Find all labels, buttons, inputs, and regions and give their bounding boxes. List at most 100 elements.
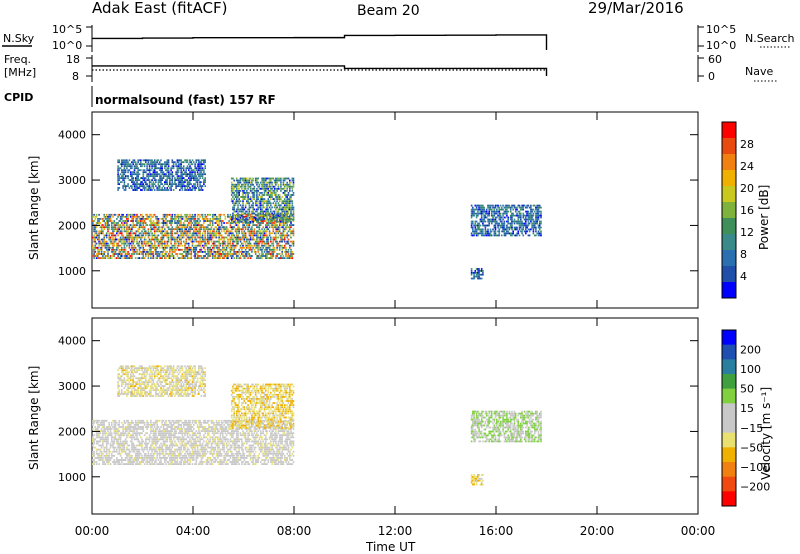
range-time-cell — [191, 248, 194, 251]
range-time-cell — [99, 253, 102, 255]
range-time-cell — [179, 248, 181, 251]
range-time-cell — [190, 248, 193, 251]
range-time-cell — [536, 210, 538, 213]
range-time-cell — [268, 214, 271, 217]
range-time-cell — [128, 236, 131, 239]
range-time-cell — [237, 236, 239, 239]
range-time-cell — [198, 242, 200, 245]
range-time-cell — [253, 185, 256, 188]
range-time-cell — [119, 257, 122, 259]
range-time-cell — [516, 208, 518, 211]
range-time-cell — [191, 222, 194, 224]
range-time-cell — [186, 179, 189, 181]
range-time-cell — [280, 238, 282, 241]
range-time-cell — [103, 215, 105, 218]
range-time-cell — [521, 232, 523, 235]
range-time-cell — [200, 181, 203, 183]
range-time-cell — [136, 163, 138, 166]
range-time-cell — [93, 438, 95, 441]
range-time-cell — [493, 210, 496, 213]
range-time-cell — [530, 210, 532, 213]
range-time-cell — [232, 190, 234, 192]
range-time-cell — [267, 220, 270, 223]
range-time-cell — [265, 253, 267, 255]
range-time-cell — [289, 246, 291, 249]
range-time-cell — [498, 208, 501, 211]
range-time-cell — [98, 218, 100, 220]
range-time-cell — [195, 244, 198, 247]
range-time-cell — [484, 224, 487, 227]
range-time-cell — [277, 230, 280, 233]
range-time-cell — [277, 216, 280, 219]
power-ylabel: Slant Range [km] — [27, 156, 41, 260]
range-time-cell — [290, 253, 292, 255]
range-time-cell — [518, 206, 521, 209]
range-time-cell — [275, 255, 277, 257]
range-time-cell — [131, 253, 133, 255]
range-time-cell — [509, 222, 512, 225]
range-time-cell — [110, 248, 113, 251]
range-time-cell — [122, 442, 124, 445]
range-time-cell — [161, 169, 163, 172]
range-time-cell — [272, 215, 275, 218]
range-time-cell — [182, 161, 185, 164]
range-time-cell — [246, 240, 248, 243]
range-time-cell — [119, 240, 122, 243]
range-time-cell — [232, 255, 234, 257]
range-time-cell — [261, 242, 263, 245]
range-time-cell — [176, 171, 179, 174]
range-time-cell — [281, 202, 283, 205]
range-time-cell — [523, 224, 526, 227]
range-time-cell — [280, 220, 282, 223]
range-time-cell — [237, 179, 239, 182]
range-time-cell — [289, 181, 291, 184]
range-time-cell — [238, 214, 240, 217]
range-time-cell — [208, 213, 210, 216]
range-time-cell — [124, 215, 127, 218]
range-time-cell — [123, 434, 126, 437]
range-time-cell — [121, 238, 123, 241]
range-time-cell — [484, 226, 487, 229]
range-time-cell — [522, 228, 525, 231]
range-time-cell — [188, 181, 190, 183]
range-time-cell — [123, 244, 126, 247]
range-time-cell — [242, 213, 244, 216]
range-time-cell — [114, 446, 117, 449]
range-time-cell — [137, 419, 139, 422]
range-time-cell — [230, 181, 233, 184]
range-time-cell — [242, 216, 244, 219]
range-time-cell — [147, 187, 150, 189]
range-time-cell — [134, 426, 137, 428]
range-time-cell — [513, 220, 516, 223]
range-time-cell — [132, 246, 134, 249]
range-time-cell — [286, 190, 288, 192]
range-time-cell — [124, 442, 127, 445]
range-time-cell — [490, 220, 493, 223]
range-time-cell — [194, 236, 196, 239]
range-time-cell — [99, 459, 102, 461]
range-time-cell — [518, 222, 521, 225]
range-time-cell — [119, 236, 122, 239]
range-time-cell — [123, 167, 126, 170]
range-time-cell — [126, 426, 128, 428]
range-time-cell — [181, 255, 184, 257]
range-time-cell — [263, 183, 266, 186]
range-time-cell — [504, 228, 507, 231]
range-time-cell — [98, 424, 100, 426]
range-time-cell — [187, 248, 190, 251]
range-time-cell — [128, 457, 131, 459]
range-time-cell — [104, 218, 107, 220]
range-time-cell — [252, 232, 254, 235]
range-time-cell — [175, 179, 177, 181]
range-time-cell — [506, 208, 508, 211]
range-time-cell — [107, 461, 109, 463]
range-time-cell — [152, 253, 155, 255]
range-time-cell — [514, 220, 517, 223]
range-time-cell — [153, 232, 156, 235]
range-time-cell — [237, 181, 239, 184]
range-time-cell — [191, 175, 194, 177]
range-time-cell — [147, 179, 150, 181]
range-time-cell — [136, 179, 138, 181]
range-time-cell — [93, 463, 95, 465]
range-time-cell — [276, 224, 278, 226]
